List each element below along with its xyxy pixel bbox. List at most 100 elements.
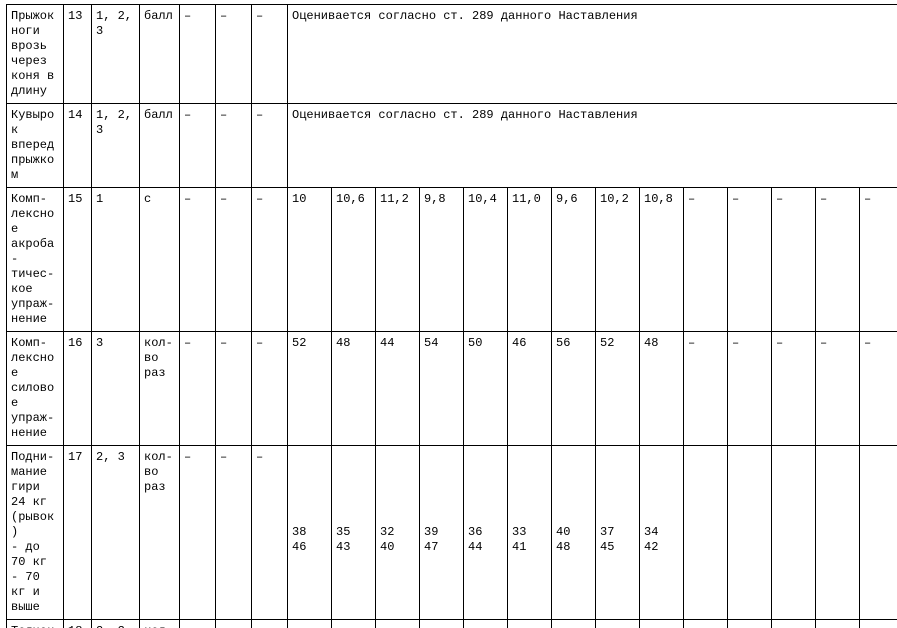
- blank-cell: –: [216, 332, 252, 446]
- data-cell: 2: [376, 620, 420, 628]
- data-cell: 5: [464, 620, 508, 628]
- table-row: Прыжок ноги врозь через коня в длину131,…: [7, 5, 897, 104]
- data-cell: 3: [508, 620, 552, 628]
- data-cell: [772, 620, 816, 628]
- unit: с: [140, 188, 180, 332]
- data-cell: 52: [596, 332, 640, 446]
- blank-cell: –: [180, 5, 216, 104]
- table-body: Прыжок ноги врозь через коня в длину131,…: [7, 5, 897, 628]
- exercise-name: Комп- лексное силовое упраж- нение: [7, 332, 64, 446]
- data-cell: [772, 446, 816, 620]
- table-row: Комп- лексное силовое упраж- нение163кол…: [7, 332, 897, 446]
- data-cell: 48: [640, 332, 684, 446]
- data-cell: –: [772, 188, 816, 332]
- blank-cell: –: [180, 188, 216, 332]
- data-cell: –: [860, 188, 897, 332]
- data-cell: 34 42: [640, 446, 684, 620]
- blank-cell: –: [216, 446, 252, 620]
- table-row: Подни- мание гири 24 кг (рывок) - до 70 …: [7, 446, 897, 620]
- blank-cell: –: [252, 332, 288, 446]
- category: 3: [92, 332, 140, 446]
- exercise-number: 16: [64, 332, 92, 446]
- data-cell: [728, 620, 772, 628]
- data-cell: 46: [508, 332, 552, 446]
- data-cell: 5: [640, 620, 684, 628]
- unit: балл: [140, 104, 180, 188]
- data-cell: [860, 620, 897, 628]
- unit: кол- во раз: [140, 332, 180, 446]
- unit: кол- во раз: [140, 620, 180, 628]
- data-cell: –: [684, 188, 728, 332]
- unit: балл: [140, 5, 180, 104]
- exercise-number: 15: [64, 188, 92, 332]
- exercise-number: 18: [64, 620, 92, 628]
- exercise-name: Толчок двух гирь 24 кг по длин- ному цик…: [7, 620, 64, 628]
- data-cell: 11,0: [508, 188, 552, 332]
- data-cell: 9,6: [552, 188, 596, 332]
- data-cell: 39 47: [420, 446, 464, 620]
- data-cell: [816, 620, 860, 628]
- data-cell: –: [816, 332, 860, 446]
- blank-cell: –: [180, 332, 216, 446]
- data-cell: 48: [332, 332, 376, 446]
- category: 1: [92, 188, 140, 332]
- data-cell: [684, 446, 728, 620]
- data-cell: –: [772, 332, 816, 446]
- data-cell: 33 41: [508, 446, 552, 620]
- data-cell: 10,2: [596, 188, 640, 332]
- blank-cell: –: [252, 188, 288, 332]
- data-cell: [684, 620, 728, 628]
- data-cell: 6: [288, 620, 332, 628]
- data-cell: 44: [376, 332, 420, 446]
- data-cell: [860, 446, 897, 620]
- exercise-number: 13: [64, 5, 92, 104]
- category: 2, 3: [92, 446, 140, 620]
- blank-cell: –: [216, 5, 252, 104]
- data-cell: 10,6: [332, 188, 376, 332]
- normatives-table: Прыжок ноги врозь через коня в длину131,…: [6, 4, 897, 628]
- data-cell: 7: [596, 620, 640, 628]
- data-cell: –: [728, 332, 772, 446]
- data-cell: 56: [552, 332, 596, 446]
- data-cell: [816, 446, 860, 620]
- data-cell: 35 43: [332, 446, 376, 620]
- blank-cell: –: [216, 188, 252, 332]
- data-cell: 8: [420, 620, 464, 628]
- data-cell: 32 40: [376, 446, 420, 620]
- data-cell: 36 44: [464, 446, 508, 620]
- data-cell: –: [728, 188, 772, 332]
- blank-cell: –: [252, 5, 288, 104]
- merged-note: Оценивается согласно ст. 289 данного Нас…: [288, 104, 897, 188]
- data-cell: 50: [464, 332, 508, 446]
- data-cell: 10,4: [464, 188, 508, 332]
- category: 2, 3: [92, 620, 140, 628]
- data-cell: –: [684, 332, 728, 446]
- exercise-number: 17: [64, 446, 92, 620]
- blank-cell: –: [180, 104, 216, 188]
- data-cell: 9,8: [420, 188, 464, 332]
- table-row: Кувырок вперед прыжком141, 2, 3балл–––Оц…: [7, 104, 897, 188]
- exercise-name: Комп- лексное акроба- тичес- кое упраж- …: [7, 188, 64, 332]
- data-cell: [728, 446, 772, 620]
- data-cell: 38 46: [288, 446, 332, 620]
- exercise-number: 14: [64, 104, 92, 188]
- blank-cell: –: [180, 446, 216, 620]
- exercise-name: Прыжок ноги врозь через коня в длину: [7, 5, 64, 104]
- exercise-name: Подни- мание гири 24 кг (рывок) - до 70 …: [7, 446, 64, 620]
- blank-cell: –: [252, 446, 288, 620]
- data-cell: 11,2: [376, 188, 420, 332]
- data-cell: 4: [332, 620, 376, 628]
- category: 1, 2, 3: [92, 104, 140, 188]
- data-cell: 37 45: [596, 446, 640, 620]
- data-cell: 10,8: [640, 188, 684, 332]
- data-cell: –: [860, 332, 897, 446]
- blank-cell: –: [216, 620, 252, 628]
- data-cell: 52: [288, 332, 332, 446]
- merged-note: Оценивается согласно ст. 289 данного Нас…: [288, 5, 897, 104]
- blank-cell: –: [216, 104, 252, 188]
- data-cell: –: [816, 188, 860, 332]
- unit: кол- во раз: [140, 446, 180, 620]
- exercise-name: Кувырок вперед прыжком: [7, 104, 64, 188]
- table-row: Комп- лексное акроба- тичес- кое упраж- …: [7, 188, 897, 332]
- category: 1, 2, 3: [92, 5, 140, 104]
